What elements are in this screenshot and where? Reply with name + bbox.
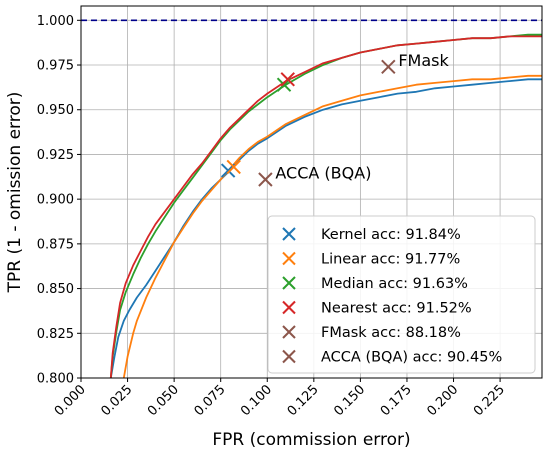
- y-tick-label: 0.950: [37, 103, 74, 118]
- marker-fmask: [381, 59, 396, 75]
- legend-entry: ACCA (BQA) acc: 90.45%: [282, 349, 502, 366]
- annotation-layer: FMask ACCA (BQA): [275, 51, 449, 183]
- legend-entry: Median acc: 91.63%: [282, 276, 468, 292]
- legend-marker-stroke: [282, 227, 296, 241]
- x-tick-label: 0.225: [471, 382, 508, 419]
- legend-label: ACCA (BQA) acc: 90.45%: [321, 350, 502, 366]
- legend-marker-stroke: [282, 349, 296, 364]
- series-line-kernel: [109, 78, 542, 378]
- y-tick-label: 0.800: [37, 372, 74, 387]
- legend-label: Nearest acc: 91.52%: [321, 301, 472, 317]
- legend-entry: Nearest acc: 91.52%: [282, 300, 472, 317]
- marker-linear: [226, 159, 241, 175]
- y-tick-label: 1.000: [37, 14, 74, 29]
- legend-label: Median acc: 91.63%: [321, 276, 468, 292]
- marker-stroke: [258, 172, 273, 187]
- x-tick-label: 0.050: [145, 382, 182, 419]
- marker-stroke: [280, 72, 295, 87]
- series-line-nearest: [109, 35, 542, 378]
- legend-marker-stroke: [282, 300, 296, 315]
- legend-label: Kernel acc: 91.84%: [321, 227, 461, 243]
- legend-marker-stroke: [282, 251, 296, 266]
- x-tick-label: 0.000: [52, 382, 89, 419]
- marker-acca-bqa-: [258, 172, 273, 187]
- x-axis-title: FPR (commission error): [212, 430, 410, 450]
- marker-nearest: [280, 72, 295, 87]
- legend: Kernel acc: 91.84% Linear acc: 91.77% Medi…: [267, 215, 536, 374]
- y-tick-label: 0.900: [37, 193, 74, 208]
- y-tick-label: 0.825: [37, 327, 74, 342]
- legend-box: [267, 215, 536, 374]
- x-tick-label: 0.025: [98, 382, 135, 419]
- series-layer: [109, 33, 542, 378]
- legend-marker-stroke: [282, 276, 296, 290]
- annotation-fmask: FMask: [398, 51, 449, 70]
- annotation-acca-bqa-: ACCA (BQA): [275, 163, 371, 182]
- legend-marker-stroke: [282, 325, 296, 339]
- legend-entry: Linear acc: 91.77%: [282, 251, 460, 268]
- y-axis-title: TPR (1 - omission error): [5, 92, 25, 294]
- y-tick-label: 0.925: [37, 148, 74, 163]
- plot-frame: [80, 5, 543, 379]
- legend-entry: FMask acc: 88.18%: [282, 325, 461, 341]
- marker-layer: [220, 59, 396, 187]
- x-tick-label: 0.075: [192, 382, 229, 419]
- x-tick-label: 0.175: [378, 382, 415, 419]
- marker-stroke: [381, 59, 396, 75]
- y-tick-label: 0.975: [37, 59, 74, 74]
- legend-label: Linear acc: 91.77%: [321, 252, 460, 268]
- legend-entry: Kernel acc: 91.84%: [282, 227, 461, 243]
- y-tick-label: 0.875: [37, 237, 74, 252]
- x-tick-label: 0.150: [331, 382, 368, 419]
- series-line-linear: [122, 74, 542, 378]
- legend-label: FMask acc: 88.18%: [321, 325, 461, 341]
- y-tick-label: 0.850: [37, 282, 74, 297]
- x-tick-label: 0.125: [285, 382, 322, 419]
- x-tick-label: 0.100: [238, 382, 275, 419]
- marker-stroke: [226, 159, 241, 175]
- x-tick-label: 0.200: [424, 382, 461, 419]
